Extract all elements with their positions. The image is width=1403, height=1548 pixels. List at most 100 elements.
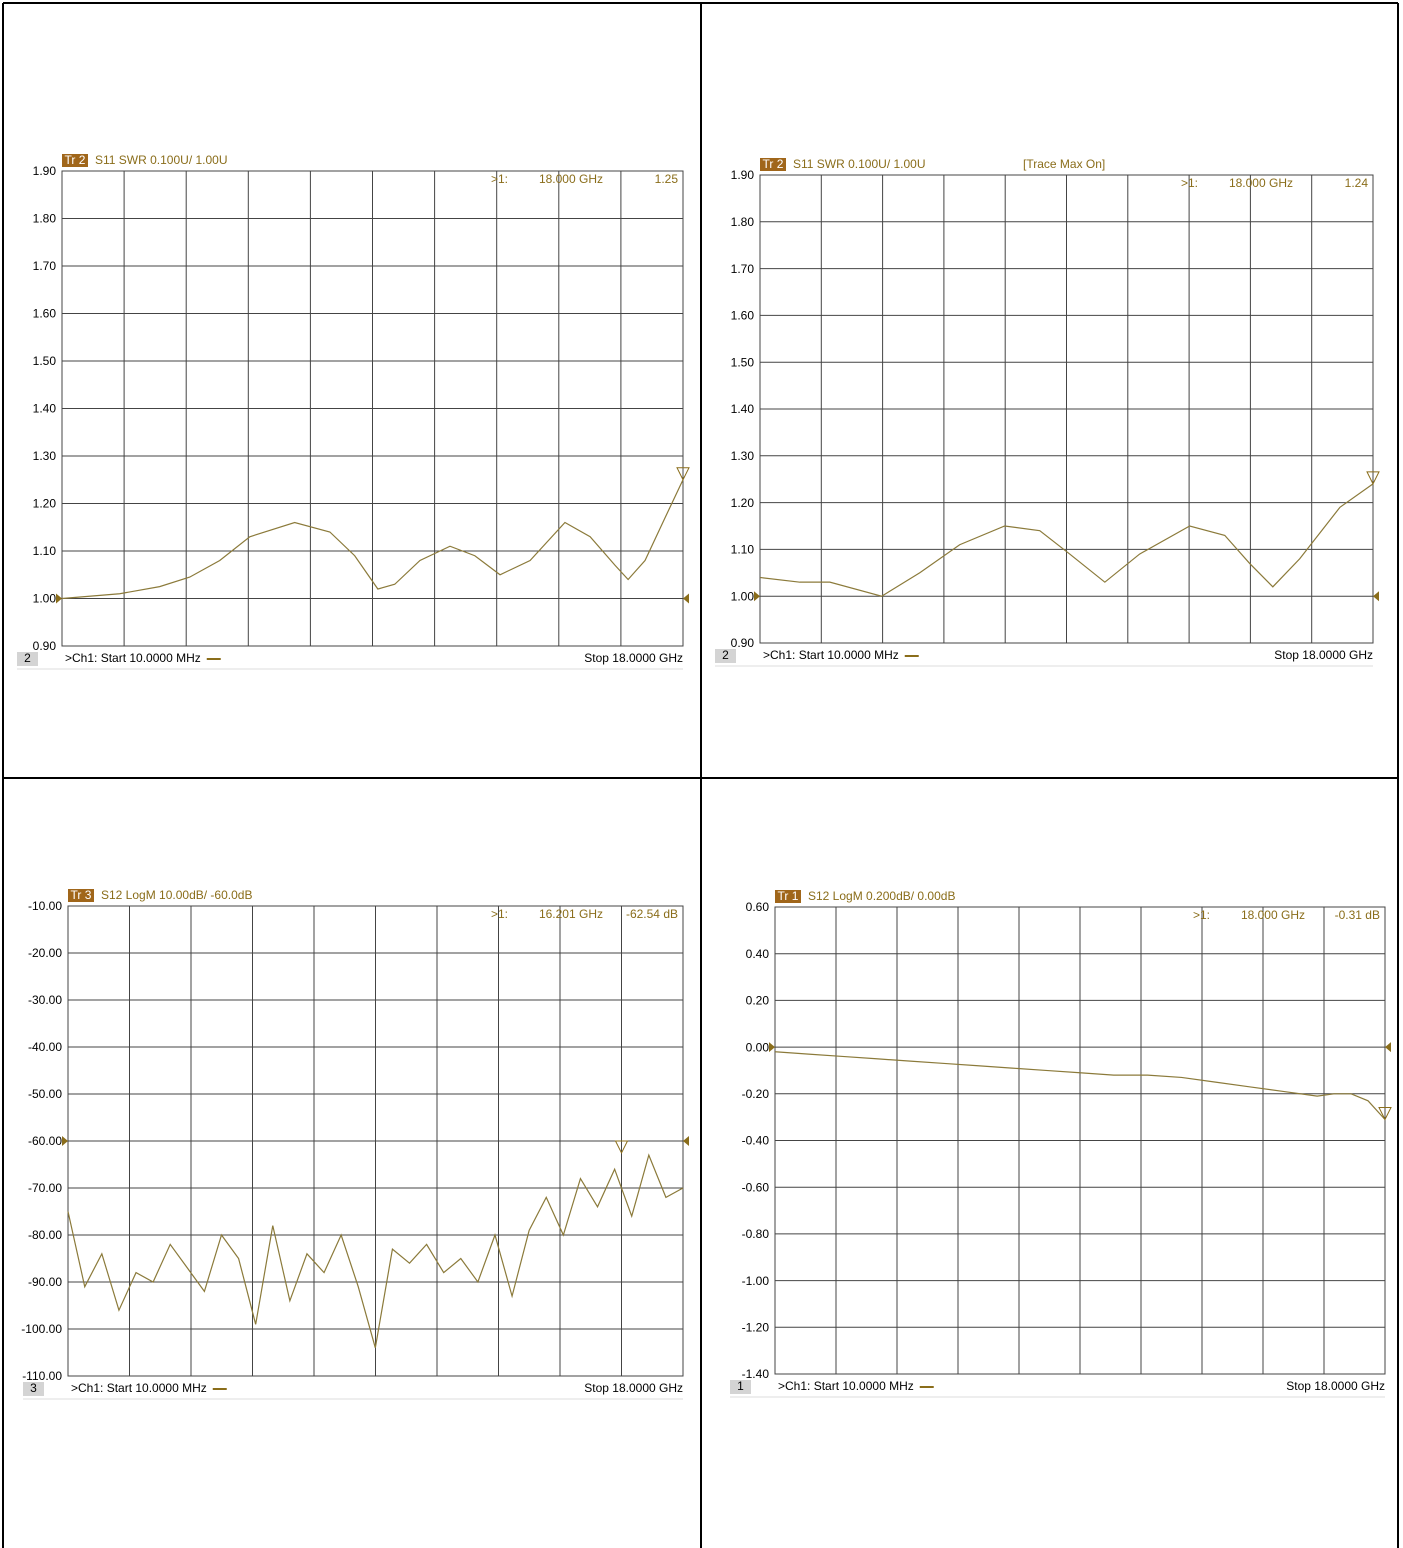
marker-id: >1: <box>491 172 508 186</box>
trace-note: [Trace Max On] <box>1023 157 1105 171</box>
channel-badge <box>23 1382 44 1396</box>
start-label: >Ch1: Start 10.0000 MHz <box>778 1379 914 1393</box>
y-tick-label: -70.00 <box>28 1181 62 1195</box>
start-label: >Ch1: Start 10.0000 MHz <box>71 1381 207 1395</box>
marker-id: >1: <box>491 907 508 921</box>
trace-title: S12 LogM 0.200dB/ 0.00dB <box>808 889 955 903</box>
y-tick-label: 0.60 <box>746 900 770 914</box>
marker-x: 18.000 GHz <box>1229 176 1293 190</box>
trace-label: Tr 1 <box>778 889 799 903</box>
trace-title: S12 LogM 10.00dB/ -60.0dB <box>101 888 252 902</box>
y-tick-label: -0.40 <box>742 1134 770 1148</box>
start-label: >Ch1: Start 10.0000 MHz <box>763 648 899 662</box>
y-tick-label: 1.30 <box>33 449 57 463</box>
ref-arrow <box>683 593 689 604</box>
channel-badge <box>730 1380 751 1394</box>
y-tick-label: -1.20 <box>742 1320 770 1334</box>
trace-label: Tr 2 <box>65 153 86 167</box>
y-tick-label: 0.90 <box>731 636 755 650</box>
y-tick-label: 1.40 <box>731 402 755 416</box>
ref-arrow <box>754 591 760 602</box>
y-tick-label: -40.00 <box>28 1040 62 1054</box>
channel-label: 2 <box>24 651 31 665</box>
y-tick-label: 1.60 <box>731 309 755 323</box>
ref-arrow <box>1373 591 1379 602</box>
y-tick-label: 1.50 <box>731 355 755 369</box>
trace-badge <box>68 889 94 902</box>
y-tick-label: 0.40 <box>746 947 770 961</box>
trace-title: S11 SWR 0.100U/ 1.00U <box>95 153 228 167</box>
trace-badge <box>775 890 801 903</box>
y-tick-label: -30.00 <box>28 993 62 1007</box>
marker <box>614 1140 629 1155</box>
y-tick-label: 1.70 <box>731 262 755 276</box>
trace-title: S11 SWR 0.100U/ 1.00U <box>793 157 926 171</box>
ref-arrow <box>62 1136 68 1146</box>
marker-x: 16.201 GHz <box>539 907 603 921</box>
trace-badge <box>62 154 88 167</box>
y-tick-label: -60.00 <box>28 1134 62 1148</box>
channel-label: 1 <box>737 1379 744 1393</box>
channel-label: 3 <box>30 1381 37 1395</box>
trace <box>774 1051 1386 1120</box>
trace-badge <box>760 158 786 171</box>
y-tick-label: 0.00 <box>746 1040 770 1054</box>
y-tick-label: -0.80 <box>742 1227 770 1241</box>
marker-id: >1: <box>1193 908 1210 922</box>
trace-label: Tr 2 <box>763 157 784 171</box>
trace-label: Tr 3 <box>71 888 92 902</box>
y-tick-label: 0.20 <box>746 994 770 1008</box>
y-tick-label: 1.80 <box>33 212 57 226</box>
y-tick-label: 0.90 <box>33 639 57 653</box>
channel-badge <box>715 649 736 663</box>
stop-label: Stop 18.0000 GHz <box>584 651 683 665</box>
stop-label: Stop 18.0000 GHz <box>1274 648 1373 662</box>
marker <box>1366 471 1380 485</box>
y-tick-label: -1.40 <box>742 1367 770 1381</box>
ref-arrow <box>769 1042 775 1053</box>
y-tick-label: -50.00 <box>28 1087 62 1101</box>
stop-label: Stop 18.0000 GHz <box>1286 1379 1385 1393</box>
y-tick-label: 1.30 <box>731 449 755 463</box>
stop-label: Stop 18.0000 GHz <box>584 1381 683 1395</box>
marker-y: -62.54 dB <box>626 907 678 921</box>
marker-y: 1.24 <box>1345 176 1369 190</box>
y-tick-label: 1.70 <box>33 259 57 273</box>
ref-arrow <box>56 593 62 604</box>
marker-x: 18.000 GHz <box>539 172 603 186</box>
ref-arrow <box>683 1136 689 1146</box>
ref-arrow <box>1385 1042 1391 1053</box>
y-tick-label: 1.00 <box>33 592 57 606</box>
trace <box>61 479 684 600</box>
marker <box>676 467 690 481</box>
y-tick-label: 1.90 <box>33 164 57 178</box>
y-tick-label: -10.00 <box>28 899 62 913</box>
y-tick-label: -0.20 <box>742 1087 770 1101</box>
y-tick-label: -1.00 <box>742 1274 770 1288</box>
y-tick-label: 1.00 <box>731 589 755 603</box>
marker-x: 18.000 GHz <box>1241 908 1305 922</box>
y-tick-label: -100.00 <box>21 1322 62 1336</box>
marker-y: -0.31 dB <box>1335 908 1380 922</box>
y-tick-label: 1.10 <box>731 543 755 557</box>
y-tick-label: 1.60 <box>33 307 57 321</box>
marker-y: 1.25 <box>655 172 679 186</box>
y-tick-label: -0.60 <box>742 1180 770 1194</box>
y-tick-label: -110.00 <box>22 1369 62 1383</box>
y-tick-label: 1.20 <box>33 497 57 511</box>
trace <box>67 1153 684 1348</box>
marker-id: >1: <box>1181 176 1198 190</box>
channel-label: 2 <box>722 648 729 662</box>
y-tick-label: -90.00 <box>28 1275 62 1289</box>
y-tick-label: 1.90 <box>731 168 755 182</box>
marker <box>1378 1106 1392 1121</box>
trace <box>759 483 1374 597</box>
y-tick-label: 1.20 <box>731 496 755 510</box>
y-tick-label: -20.00 <box>28 946 62 960</box>
y-tick-label: -80.00 <box>28 1228 62 1242</box>
y-tick-label: 1.40 <box>33 402 57 416</box>
start-label: >Ch1: Start 10.0000 MHz <box>65 651 201 665</box>
y-tick-label: 1.10 <box>33 544 57 558</box>
y-tick-label: 1.80 <box>731 215 755 229</box>
